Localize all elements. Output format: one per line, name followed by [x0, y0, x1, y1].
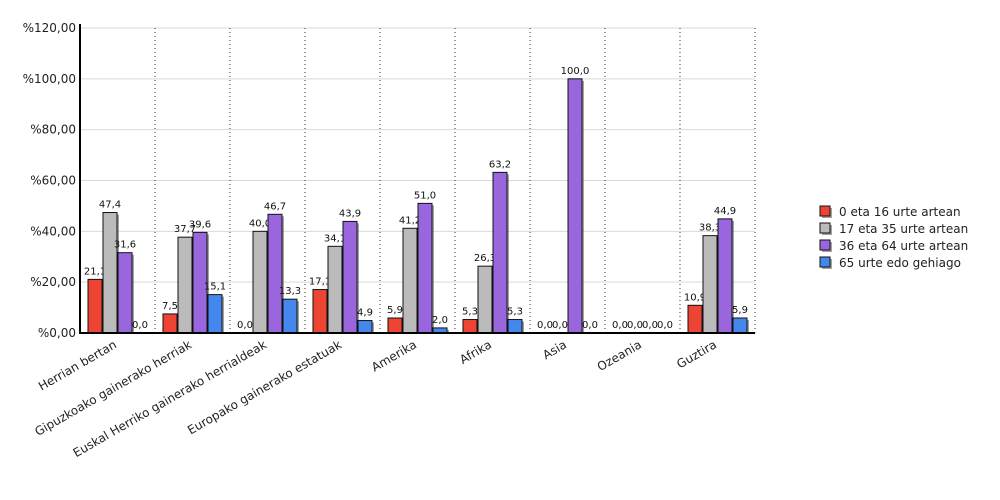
data-label: 5,9: [387, 305, 403, 316]
bar: [417, 202, 433, 334]
bar: [387, 317, 403, 334]
data-label: 7,5: [162, 301, 178, 312]
legend-label: 0 eta 16 urte artean: [839, 205, 961, 219]
bar: [732, 317, 748, 334]
x-tick-label: Afrika: [457, 337, 494, 366]
data-label: 40,0: [249, 218, 271, 229]
data-label: 21,1: [84, 266, 106, 277]
data-label: 47,4: [99, 200, 121, 211]
bar: [567, 78, 583, 334]
data-label: 10,9: [684, 292, 706, 303]
data-label: 43,9: [339, 208, 361, 219]
x-tick-label: Amerika: [369, 337, 419, 374]
bar: [687, 304, 703, 334]
data-label: 0,0: [657, 320, 673, 331]
data-label: 0,0: [132, 320, 148, 331]
x-tick-label: Ozeania: [595, 337, 644, 374]
bar: [162, 313, 178, 334]
y-tick-label: %0,00: [38, 326, 76, 340]
data-label: 51,0: [414, 190, 436, 201]
bar: [342, 220, 358, 334]
legend-swatch: [819, 239, 831, 251]
bar: [312, 289, 328, 334]
x-tick-label: Asia: [540, 337, 569, 362]
legend-swatch: [819, 256, 831, 268]
data-label: 0,0: [642, 320, 658, 331]
data-label: 0,0: [237, 320, 253, 331]
y-tick-label: %100,00: [23, 72, 76, 86]
bar: [327, 245, 343, 334]
data-label: 2,0: [432, 315, 448, 326]
data-label: 5,3: [462, 307, 478, 318]
data-label: 0,0: [612, 320, 628, 331]
bar: [117, 252, 133, 334]
bar: [177, 236, 193, 334]
data-label: 0,0: [582, 320, 598, 331]
data-label: 41,2: [399, 215, 421, 226]
data-label: 5,9: [732, 305, 748, 316]
bar: [462, 319, 478, 334]
bar: [87, 278, 103, 334]
data-label: 26,3: [474, 253, 496, 264]
y-tick-label: %80,00: [30, 123, 76, 137]
data-label: 15,1: [204, 282, 226, 293]
data-label: 38,3: [699, 223, 721, 234]
bar: [717, 218, 733, 334]
bar: [282, 298, 298, 334]
bar: [477, 265, 493, 334]
data-label: 31,6: [114, 240, 136, 251]
bar: [492, 171, 508, 334]
y-tick-label: %120,00: [23, 21, 76, 35]
data-label: 17,1: [309, 277, 331, 288]
x-tick-label: Guztira: [674, 337, 719, 371]
data-label: 44,9: [714, 206, 736, 217]
data-label: 39,6: [189, 219, 211, 230]
data-label: 46,7: [264, 201, 286, 212]
bar: [702, 235, 718, 334]
bar: [357, 320, 373, 334]
bar: [207, 294, 223, 334]
bar: [252, 230, 268, 334]
legend-swatch: [819, 222, 831, 234]
bar: [507, 319, 523, 334]
bar: [102, 212, 118, 334]
y-tick-label: %20,00: [30, 275, 76, 289]
data-label: 0,0: [627, 320, 643, 331]
data-label: 13,3: [279, 286, 301, 297]
data-label: 5,3: [507, 307, 523, 318]
legend-swatch: [819, 205, 831, 217]
data-label: 0,0: [537, 320, 553, 331]
x-tick-label: Europako gainerako estatuak: [185, 337, 344, 437]
data-label: 4,9: [357, 308, 373, 319]
legend-label: 36 eta 64 urte artean: [839, 239, 968, 253]
legend-label: 65 urte edo gehiago: [839, 256, 961, 270]
y-tick-label: %60,00: [30, 174, 76, 188]
data-label: 63,2: [489, 159, 511, 170]
bar: [402, 227, 418, 334]
y-tick-label: %40,00: [30, 224, 76, 238]
data-label: 100,0: [561, 66, 590, 77]
data-label: 37,7: [174, 224, 196, 235]
data-label: 0,0: [552, 320, 568, 331]
legend-label: 17 eta 35 urte artean: [839, 222, 968, 236]
bar: [267, 213, 283, 334]
data-label: 34,1: [324, 233, 346, 244]
